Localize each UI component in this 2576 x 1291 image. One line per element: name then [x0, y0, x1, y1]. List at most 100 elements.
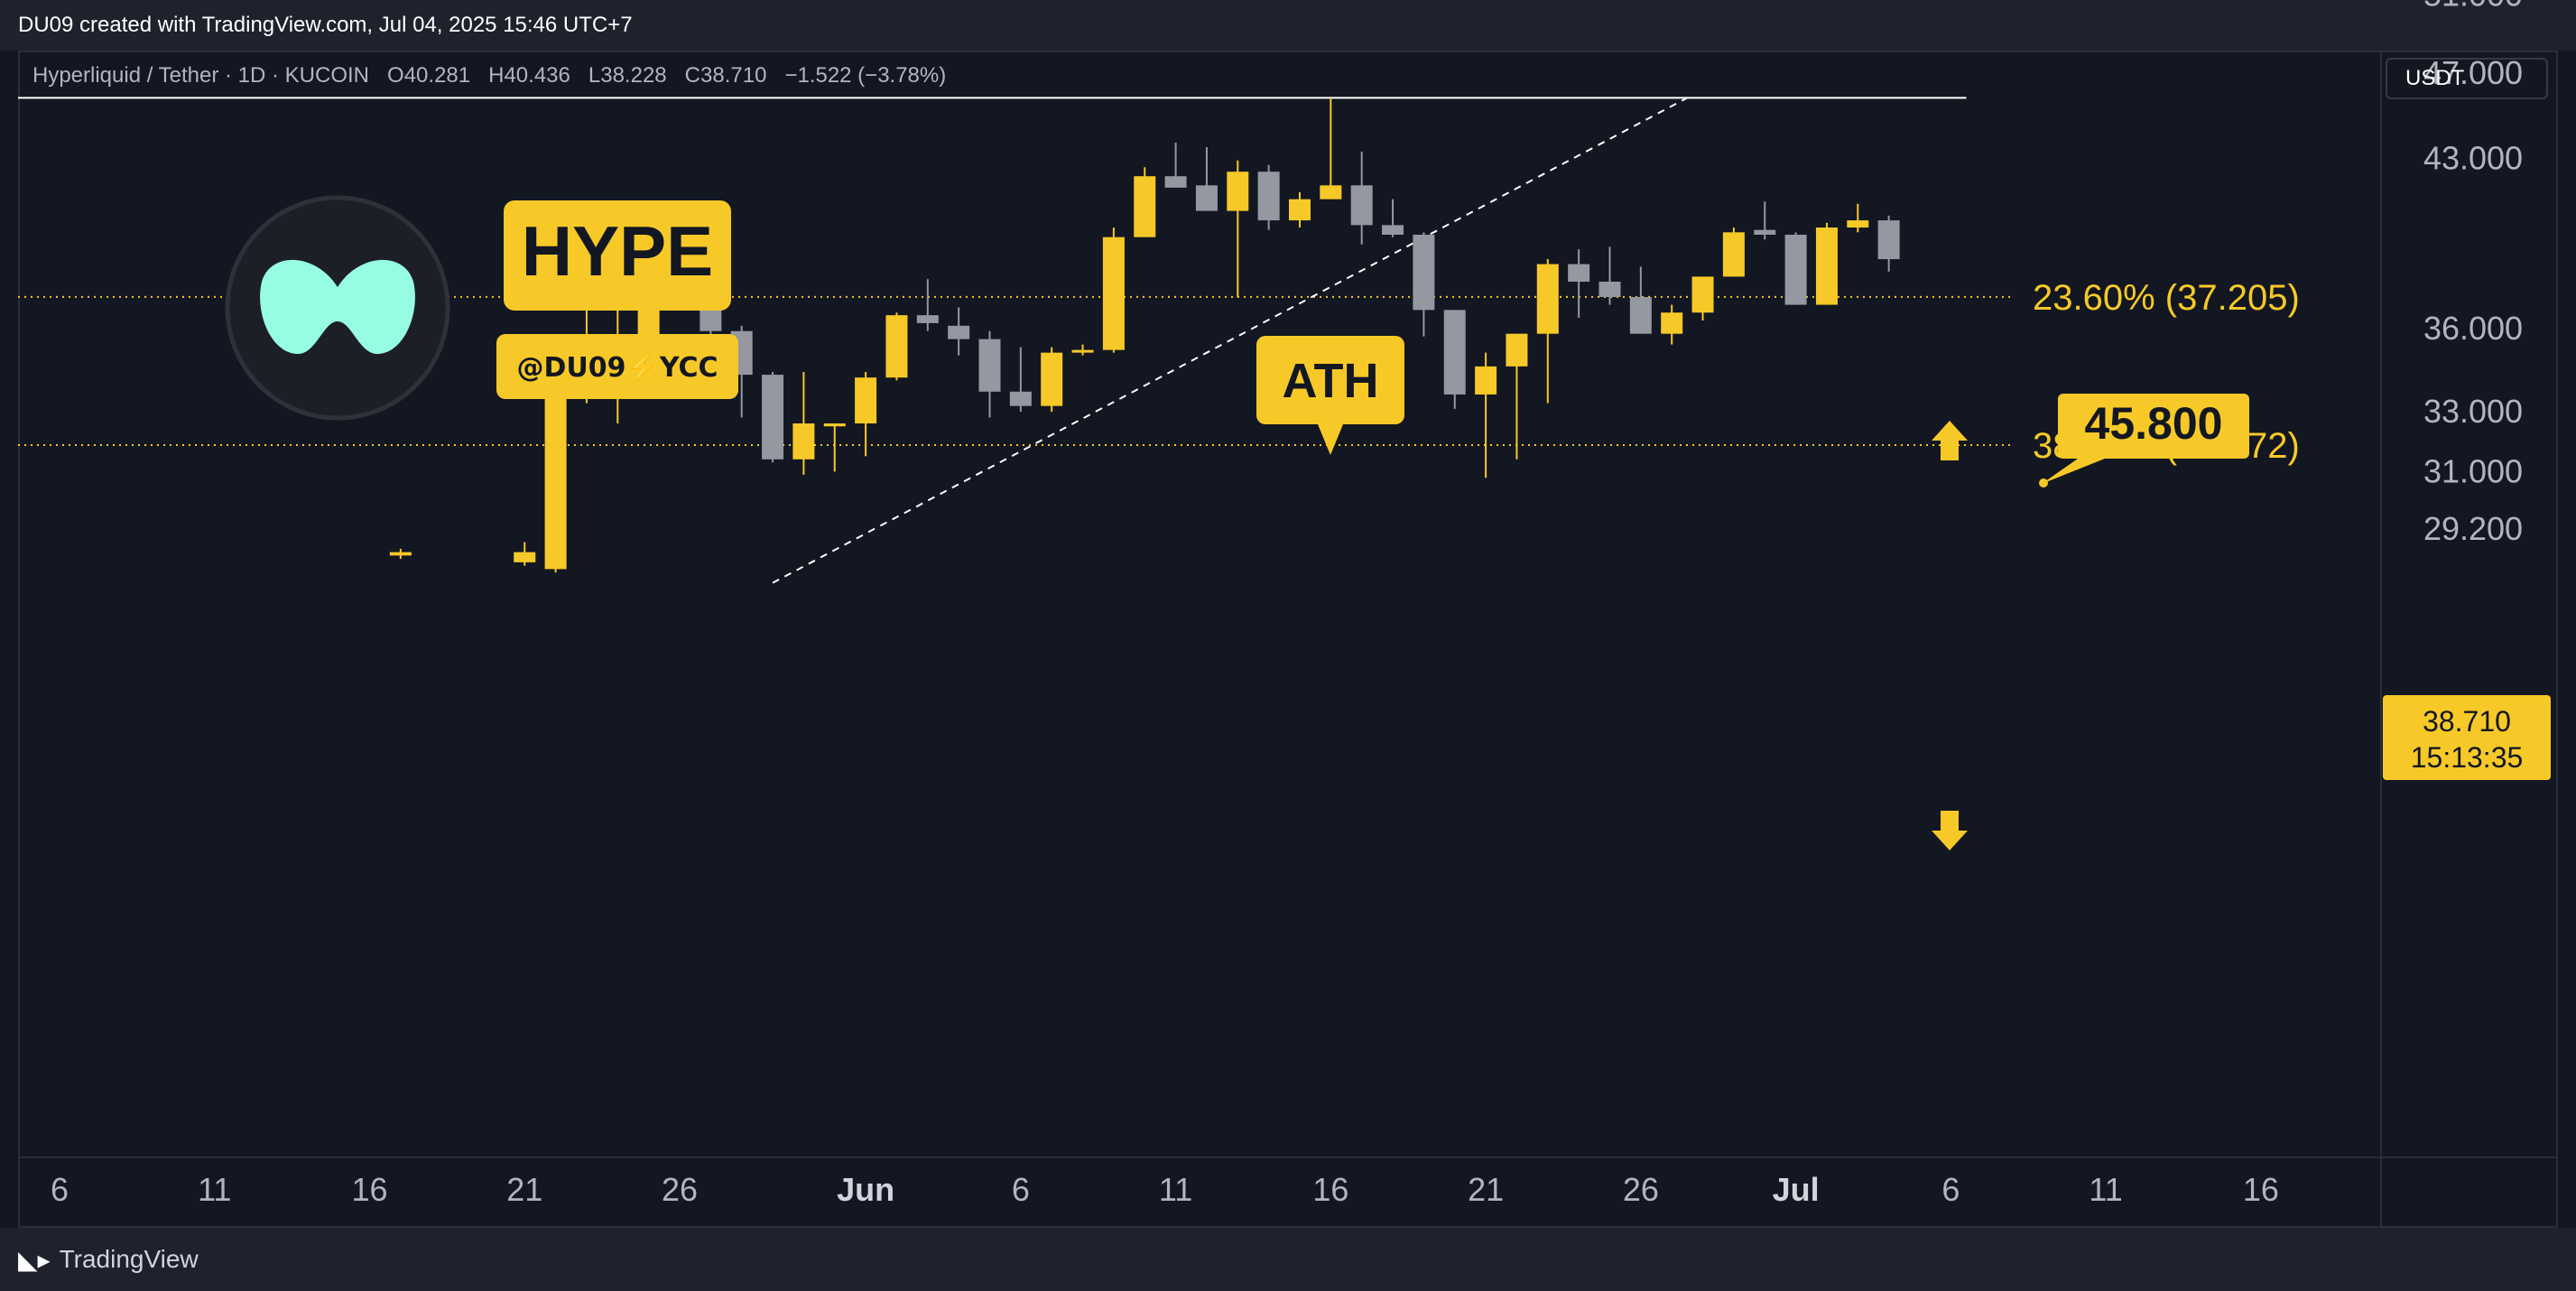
candle-body: [823, 423, 846, 427]
trendline: [772, 97, 1688, 584]
current-price-label: 38.710 15:13:35: [2383, 695, 2551, 780]
time-tick-label: 16: [1312, 1171, 1348, 1208]
price-tick-label: 33.000: [2423, 393, 2523, 430]
candle-body: [1289, 199, 1311, 221]
candle-36[interactable]: [1598, 246, 1621, 305]
candle-18[interactable]: [1041, 347, 1063, 413]
ohlc-high: H40.436: [488, 63, 570, 88]
candle-body: [1134, 176, 1156, 237]
candle-43[interactable]: [1815, 222, 1838, 305]
candle-32[interactable]: [1475, 352, 1497, 478]
time-tick-label: 16: [351, 1171, 387, 1208]
time-tick-label: 26: [662, 1171, 698, 1208]
price-tick-label: 36.000: [2423, 310, 2523, 347]
candle-28[interactable]: [1350, 151, 1373, 245]
time-tick-label: 6: [1941, 1171, 1960, 1208]
candle-24[interactable]: [1227, 160, 1249, 297]
price-tick-label: 43.000: [2423, 139, 2523, 176]
candle-body: [1413, 234, 1435, 311]
candle-body: [1350, 185, 1373, 226]
candle-12[interactable]: [855, 372, 877, 457]
candle-body: [762, 375, 784, 460]
ohlc-low: L38.228: [588, 63, 667, 88]
candle-44[interactable]: [1847, 203, 1869, 233]
time-axis-labels: 6 11 16 21 26 Jun 6 11 16 21 26 Jul 6 11 16: [51, 1171, 2279, 1208]
candle-33[interactable]: [1506, 333, 1528, 460]
credit-bar: DU09 created with TradingView.com, Jul 0…: [0, 0, 2576, 51]
candle-body: [1506, 333, 1528, 367]
candle-30[interactable]: [1413, 232, 1435, 337]
candle-45[interactable]: [1877, 215, 1900, 272]
candle-body: [1382, 225, 1404, 235]
arrow-up-icon: [1932, 421, 1968, 460]
candle-body: [1691, 276, 1714, 313]
candle-body: [1227, 172, 1249, 211]
candle-body: [1320, 185, 1342, 200]
candle-body: [1661, 312, 1683, 334]
candle-body: [1598, 282, 1621, 297]
candle-16[interactable]: [978, 330, 1001, 418]
candle-0[interactable]: [389, 548, 412, 560]
candle-body: [1009, 391, 1032, 406]
candle-22[interactable]: [1164, 143, 1187, 188]
candle-body: [1568, 264, 1590, 283]
fib-label-0: 23.60% (37.205): [2033, 278, 2300, 318]
price-tick-label: 47.000: [2423, 54, 2523, 91]
candle-20[interactable]: [1102, 228, 1125, 353]
candle-body: [1815, 228, 1838, 305]
candle-25[interactable]: [1257, 164, 1280, 230]
arrow-down-icon: [1932, 811, 1968, 850]
candle-9[interactable]: [762, 372, 784, 463]
candle-35[interactable]: [1568, 249, 1590, 319]
candle-26[interactable]: [1289, 191, 1311, 228]
candle-17[interactable]: [1009, 347, 1032, 413]
candle-15[interactable]: [948, 307, 970, 356]
candle-38[interactable]: [1661, 304, 1683, 345]
candle-body: [948, 325, 970, 339]
candle-41[interactable]: [1754, 201, 1776, 240]
candle-21[interactable]: [1134, 167, 1156, 237]
author-badge: @DU09⚡️YCC: [496, 334, 738, 399]
candle-10[interactable]: [792, 372, 815, 475]
candle-29[interactable]: [1382, 199, 1404, 237]
candle-body: [792, 423, 815, 460]
candle-34[interactable]: [1536, 259, 1559, 404]
candle-42[interactable]: [1784, 232, 1807, 305]
time-tick-label: 11: [1159, 1171, 1192, 1208]
candle-19[interactable]: [1071, 344, 1094, 356]
candle-23[interactable]: [1195, 147, 1218, 211]
currency-selector[interactable]: USDT: [2386, 58, 2548, 99]
candle-body: [978, 339, 1001, 392]
brand-label[interactable]: TradingView: [59, 1245, 199, 1273]
time-tick-label: 6: [51, 1171, 69, 1208]
candle-body: [544, 380, 567, 570]
candle-body: [389, 552, 412, 556]
time-tick-label: 21: [1468, 1171, 1504, 1208]
candle-13[interactable]: [885, 312, 908, 381]
price-tick-label: 51.000: [2423, 0, 2523, 13]
candle-body: [1847, 220, 1869, 228]
candle-2[interactable]: [544, 368, 567, 573]
target-badge: 45.800: [2039, 394, 2249, 488]
candle-37[interactable]: [1629, 266, 1652, 334]
candle-40[interactable]: [1722, 228, 1745, 277]
candle-body: [1536, 264, 1559, 334]
candle-11[interactable]: [823, 423, 846, 472]
symbol-name: Hyperliquid / Tether · 1D · KUCOIN: [32, 63, 370, 88]
candle-body: [1041, 352, 1063, 406]
time-tick-label: 11: [198, 1171, 231, 1208]
candle-14[interactable]: [916, 279, 939, 331]
candle-1[interactable]: [514, 542, 536, 566]
price-change: −1.522 (−3.78%): [784, 63, 947, 88]
candle-27[interactable]: [1320, 98, 1342, 200]
candle-body: [1877, 220, 1900, 260]
candle-body: [885, 315, 908, 378]
candle-body: [1195, 185, 1218, 211]
candle-39[interactable]: [1691, 276, 1714, 320]
candle-body: [1102, 237, 1125, 350]
candle-31[interactable]: [1443, 310, 1466, 409]
ticker-badge: HYPE: [504, 200, 731, 311]
current-price: 38.710: [2423, 705, 2511, 738]
footer-bar: ◣▸ TradingView: [0, 1228, 2576, 1291]
